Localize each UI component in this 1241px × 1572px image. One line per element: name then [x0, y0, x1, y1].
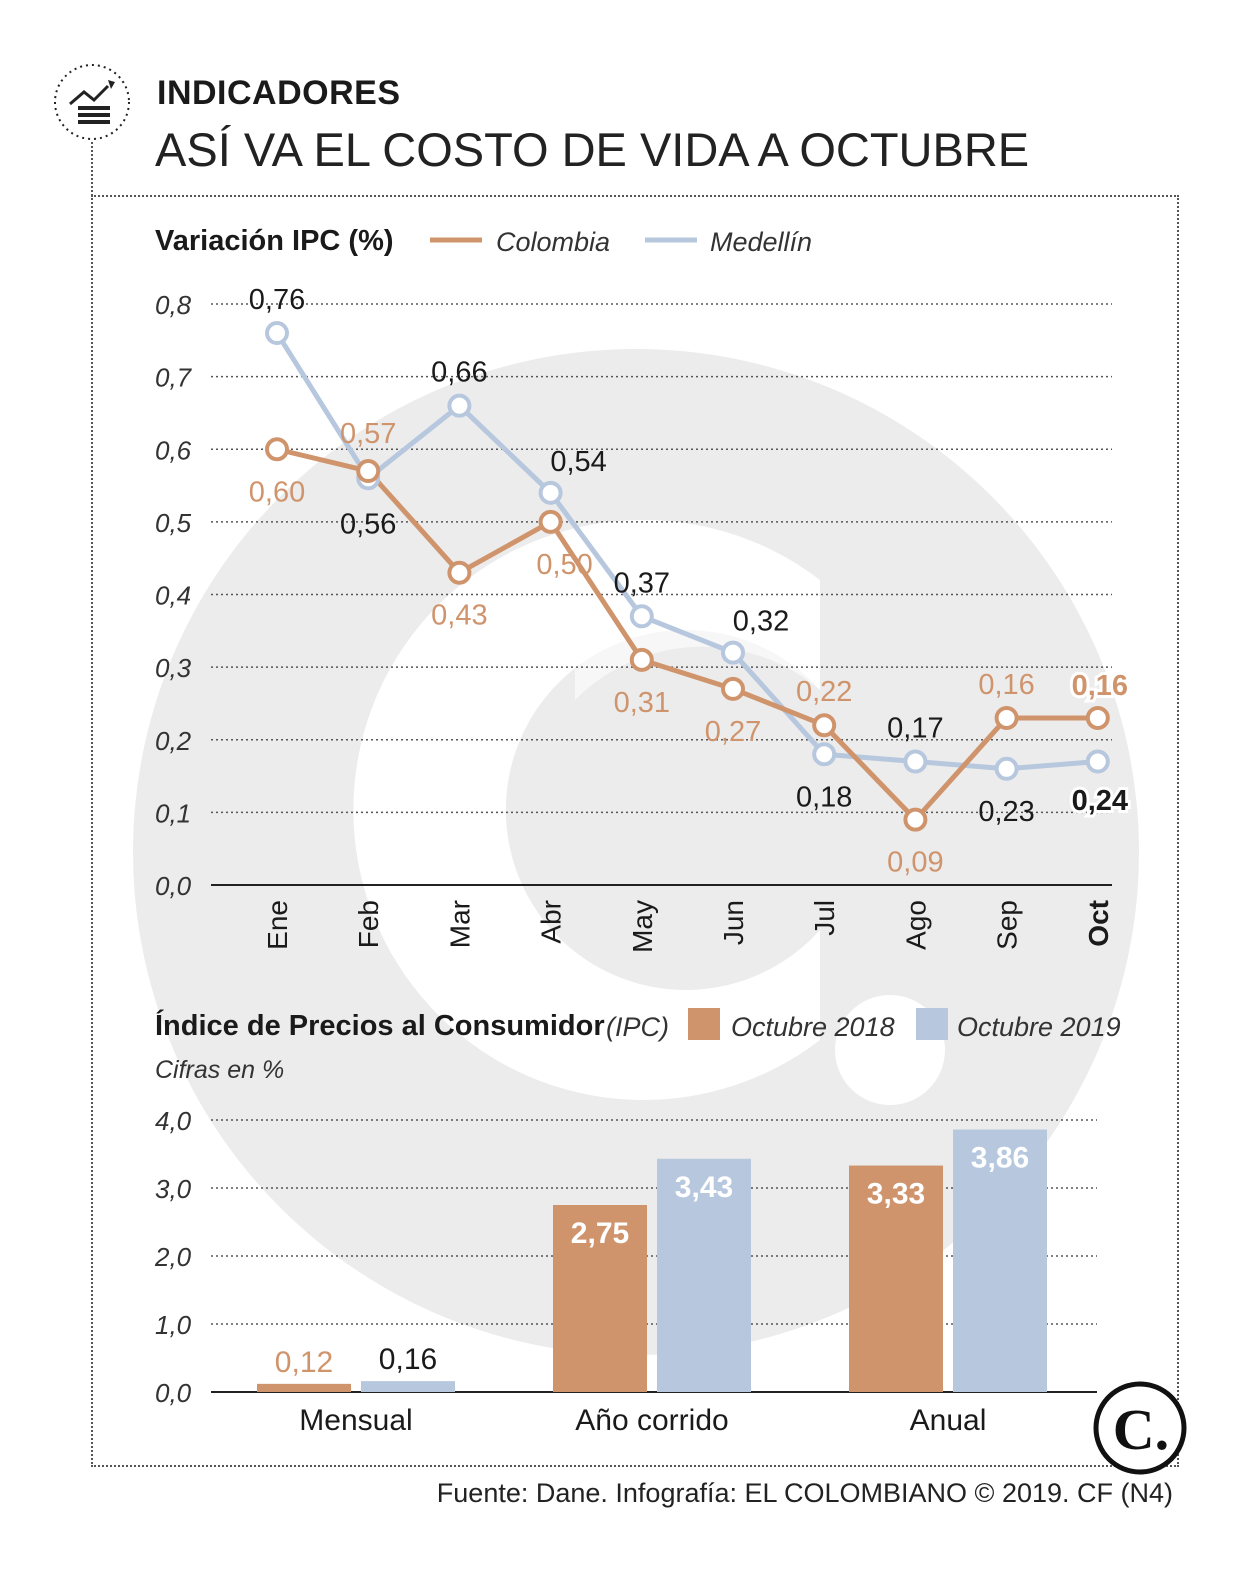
line-chart-x-tick: Abr [536, 900, 567, 944]
bar-2019 [361, 1381, 455, 1392]
bar-chart-title-suffix: (IPC) [606, 1012, 669, 1042]
data-label-medellin: 0,24 [1072, 785, 1128, 817]
bar-chart-y-tick: 1,0 [155, 1310, 192, 1340]
point-colombia [447, 560, 472, 585]
point-colombia [1085, 705, 1110, 730]
legend-label-colombia: Colombia [496, 227, 610, 257]
data-label-colombia: 0,60 [249, 476, 305, 508]
legend-swatch-2019 [916, 1008, 948, 1040]
line-chart-x-tick: Oct [1083, 900, 1114, 947]
indicators-icon [54, 64, 130, 140]
legend-label-2018: Octubre 2018 [731, 1012, 895, 1042]
bar-2018 [257, 1383, 351, 1392]
point-colombia [629, 647, 654, 672]
bar-2019 [953, 1129, 1047, 1392]
line-chart-y-tick: 0,6 [155, 435, 192, 465]
bar-label-2018: 2,75 [571, 1217, 629, 1250]
bar-chart-y-tick: 4,0 [155, 1106, 192, 1136]
line-chart-x-tick: Mar [444, 900, 475, 948]
brand-logo-letter: C. [1113, 1397, 1169, 1462]
data-label-medellin: 0,76 [249, 284, 305, 316]
data-label-medellin: 0,54 [550, 446, 606, 478]
bar-label-2019: 3,43 [675, 1171, 733, 1204]
point-medellin [994, 756, 1019, 781]
point-colombia [903, 807, 928, 832]
point-medellin [1085, 749, 1110, 774]
bar-chart-y-tick: 0,0 [155, 1378, 192, 1408]
line-chart-x-tick: Jul [809, 900, 840, 936]
bar-chart-category: Anual [910, 1404, 987, 1437]
point-colombia [812, 713, 837, 738]
data-label-medellin: 0,32 [733, 606, 789, 638]
line-chart-title: Variación IPC (%) [155, 225, 394, 257]
line-chart-y-tick: 0,4 [155, 581, 191, 611]
bar-chart-category: Mensual [299, 1404, 412, 1437]
legend-label-medellin: Medellín [710, 227, 812, 257]
page-title: ASÍ VA EL COSTO DE VIDA A OCTUBRE [155, 123, 1030, 176]
line-chart-x-tick: May [627, 900, 658, 953]
section-label: INDICADORES [157, 74, 401, 112]
point-colombia [994, 705, 1019, 730]
data-label-colombia: 0,09 [887, 847, 943, 879]
line-chart-x-tick: Ago [900, 900, 931, 950]
source-credit: Fuente: Dane. Infografía: EL COLOMBIANO … [436, 1478, 1173, 1508]
data-label-colombia: 0,50 [536, 549, 592, 581]
point-medellin [629, 604, 654, 629]
point-medellin [903, 749, 928, 774]
point-medellin [721, 640, 745, 665]
legend-label-2019: Octubre 2019 [957, 1012, 1121, 1042]
bar-chart-y-tick: 2,0 [154, 1242, 192, 1272]
data-label-colombia: 0,22 [796, 676, 852, 708]
line-chart-y-tick: 0,1 [155, 798, 191, 828]
line-chart-y-tick: 0,5 [155, 508, 192, 538]
bar-2018 [849, 1165, 943, 1392]
line-chart-x-tick: Sep [992, 900, 1023, 950]
line-chart-y-tick: 0,8 [155, 290, 192, 320]
point-colombia [265, 437, 289, 462]
bar-chart-category: Año corrido [575, 1404, 728, 1437]
line-chart-y-tick: 0,7 [155, 363, 193, 393]
data-label-medellin: 0,18 [796, 781, 852, 813]
bar-label-2018: 0,12 [275, 1346, 333, 1379]
data-label-colombia: 0,57 [340, 418, 396, 450]
bar-chart-title: Índice de Precios al Consumidor [155, 1008, 605, 1042]
data-label-colombia: 0,16 [1072, 670, 1128, 702]
data-label-medellin: 0,17 [887, 713, 943, 745]
line-chart-y-tick: 0,2 [155, 726, 192, 756]
data-label-medellin: 0,66 [431, 357, 487, 389]
bar-2019 [657, 1158, 751, 1392]
point-colombia [721, 676, 745, 701]
bar-chart-y-tick: 3,0 [155, 1174, 192, 1204]
bar-2018 [553, 1205, 647, 1392]
point-medellin [538, 480, 563, 505]
data-label-colombia: 0,27 [705, 716, 761, 748]
data-label-medellin: 0,23 [978, 796, 1034, 828]
point-medellin [447, 393, 472, 418]
point-colombia [538, 509, 563, 534]
line-chart-y-tick: 0,0 [155, 871, 192, 901]
line-chart-x-tick: Feb [353, 900, 384, 948]
series-line-colombia [276, 446, 1098, 823]
bar-chart-subtitle: Cifras en % [155, 1056, 284, 1084]
legend-swatch-2018 [688, 1008, 720, 1040]
data-label-colombia: 0,31 [614, 687, 670, 719]
data-label-colombia: 0,16 [978, 669, 1034, 701]
point-colombia [356, 459, 381, 484]
bar-label-2019: 0,16 [379, 1343, 437, 1376]
data-label-colombia: 0,43 [431, 600, 487, 632]
kicker-connector [91, 142, 93, 196]
data-label-medellin: 0,37 [614, 567, 670, 599]
line-chart-x-tick: Ene [262, 900, 293, 950]
point-medellin [265, 321, 289, 346]
watermark-c-shape [353, 520, 820, 1100]
line-chart-y-tick: 0,3 [155, 653, 192, 683]
brand-logo [1093, 1381, 1187, 1475]
bar-label-2018: 3,33 [867, 1178, 925, 1211]
chart-frame [91, 195, 1179, 1467]
data-label-medellin: 0,56 [340, 508, 396, 540]
line-chart-x-tick: Jun [718, 900, 749, 945]
point-medellin [812, 742, 837, 767]
bar-label-2019: 3,86 [971, 1142, 1029, 1175]
